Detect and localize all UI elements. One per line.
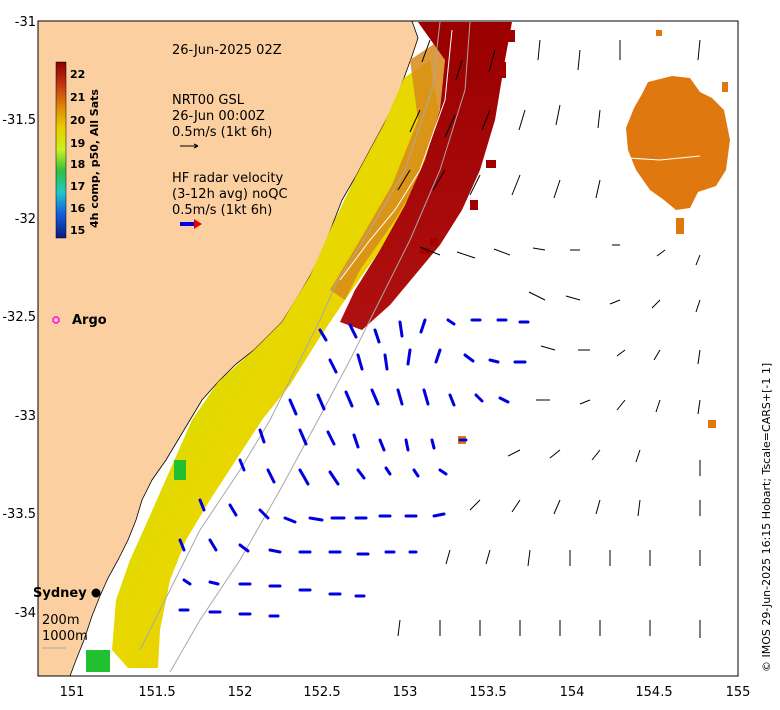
credit-text: © IMOS 29-Jun-2025 16:15 Hobart; Tscale=…	[760, 363, 773, 672]
x-tick: 154.5	[635, 685, 672, 700]
gsl-scale-arrow	[180, 143, 199, 149]
plot-border	[37, 20, 739, 677]
colorbar-tick: 20	[70, 114, 86, 127]
gsl-time: 26-Jun 00:00Z	[172, 109, 265, 124]
y-tick: -31	[15, 15, 36, 30]
argo-marker	[52, 316, 60, 324]
isobath-label: 200m	[42, 613, 79, 628]
offshore-eddy	[626, 76, 730, 210]
colorbar	[55, 61, 67, 239]
sst-transition	[330, 40, 452, 300]
argo-label: Argo	[72, 313, 107, 328]
eddy-pixel	[722, 82, 728, 92]
x-tick: 153.5	[469, 685, 506, 700]
colorbar-tick: 17	[70, 180, 85, 193]
y-tick: -33.5	[2, 507, 36, 522]
x-tick: 153	[393, 685, 418, 700]
colorbar-label: 4h comp, p50, All Sats	[88, 89, 101, 228]
warm-core-current	[340, 22, 512, 330]
sst-front-line	[339, 29, 453, 281]
radar-scale: 0.5m/s (1kt 6h)	[172, 203, 272, 218]
warm-core-pixels	[420, 30, 515, 254]
colorbar-tick: 16	[70, 202, 86, 215]
eddy-pixel	[656, 30, 662, 36]
gsl-scale: 0.5m/s (1kt 6h)	[172, 125, 272, 140]
colorbar-tick: 21	[70, 91, 85, 104]
isobath-label: 1000m	[42, 629, 88, 644]
radar-title: HF radar velocity	[172, 171, 284, 186]
y-axis: -31 -31.5 -32 -32.5 -33 -33.5 -34	[2, 15, 36, 621]
x-tick: 152	[228, 685, 253, 700]
gsl-title: NRT00 GSL	[172, 93, 245, 108]
eddy-pixel	[676, 218, 684, 234]
colorbar-tick: 22	[70, 68, 85, 81]
x-tick: 154	[560, 685, 585, 700]
sydney-marker	[91, 588, 101, 598]
gsl-vectors	[397, 39, 738, 638]
x-axis: 151 151.5 152 152.5 153 153.5 154 154.5 …	[60, 685, 751, 700]
colorbar-ticks: 22 21 20 19 18 17 16 15	[70, 68, 86, 237]
x-tick: 151	[60, 685, 85, 700]
shelf-sst-band	[112, 60, 440, 668]
y-tick: -34	[15, 606, 36, 621]
isobaths	[139, 21, 471, 673]
cool-patch	[86, 650, 110, 672]
timestamp: 26-Jun-2025 02Z	[172, 43, 282, 58]
eddy-front-line	[627, 155, 701, 161]
cool-patch	[174, 460, 186, 480]
colorbar-tick: 19	[70, 137, 85, 150]
y-tick: -33	[15, 409, 36, 424]
city-label: Sydney	[33, 586, 87, 601]
x-tick: 151.5	[138, 685, 175, 700]
radar-subtitle: (3-12h avg) noQC	[172, 187, 288, 202]
x-tick: 152.5	[303, 685, 340, 700]
y-tick: -32	[15, 212, 36, 227]
colorbar-tick: 18	[70, 158, 85, 171]
eddy-pixel	[708, 420, 716, 428]
y-tick: -31.5	[2, 113, 36, 128]
radar-scale-arrow	[180, 219, 202, 229]
y-tick: -32.5	[2, 310, 36, 325]
x-tick: 155	[726, 685, 751, 700]
colorbar-tick: 15	[70, 224, 85, 237]
radar-vectors	[178, 318, 530, 618]
